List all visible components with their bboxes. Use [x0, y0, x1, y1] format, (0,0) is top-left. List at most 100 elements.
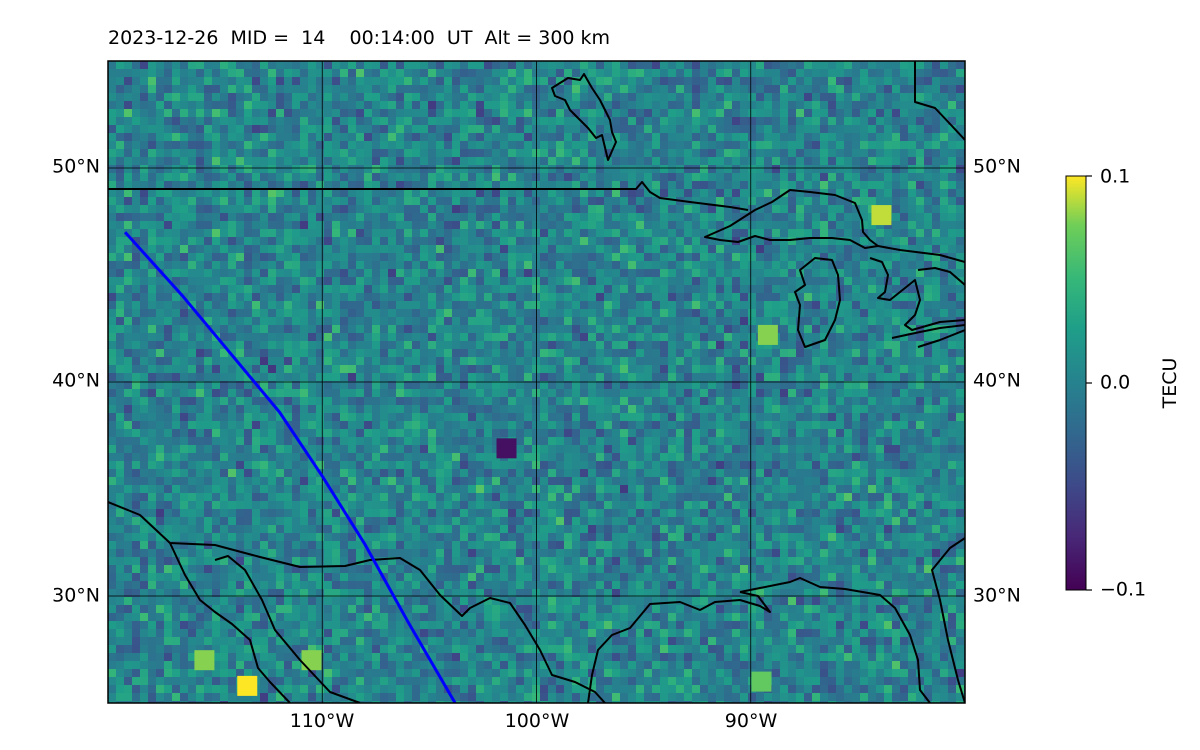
tec-cell [884, 349, 892, 357]
tec-cell [332, 181, 340, 189]
tec-cell [828, 61, 836, 69]
tec-cell [436, 405, 444, 413]
tec-cell [804, 205, 812, 213]
tec-cell [844, 141, 852, 149]
tec-cell [452, 77, 460, 85]
tec-cell [396, 397, 404, 405]
tec-cell [604, 317, 612, 325]
tec-cell [956, 261, 964, 269]
tec-cell [956, 389, 964, 397]
tec-cell [180, 165, 188, 173]
tec-cell [516, 277, 524, 285]
tec-cell [468, 165, 476, 173]
tec-cell [268, 213, 276, 221]
tec-cell [172, 421, 180, 429]
tec-cell [188, 253, 196, 261]
tec-cell [788, 221, 796, 229]
tec-cell [484, 77, 492, 85]
tec-cell [692, 197, 700, 205]
tec-cell [860, 333, 868, 341]
tec-cell [932, 253, 940, 261]
tec-cell [804, 141, 812, 149]
tec-cell [476, 133, 484, 141]
tec-cell [620, 357, 628, 365]
tec-cell [892, 61, 900, 69]
tec-cell [436, 197, 444, 205]
tec-cell [628, 117, 636, 125]
tec-cell [852, 229, 860, 237]
tec-cell [244, 301, 252, 309]
tec-cell [180, 197, 188, 205]
tec-cell [828, 309, 836, 317]
tec-cell [108, 93, 116, 101]
tec-cell [756, 141, 764, 149]
tec-cell [844, 229, 852, 237]
tec-cell [708, 285, 716, 293]
tec-cell [500, 85, 508, 93]
tec-cell [196, 149, 204, 157]
tec-cell [132, 173, 140, 181]
tec-cell [396, 93, 404, 101]
tec-cell [252, 101, 260, 109]
tec-cell [940, 221, 948, 229]
tec-cell [908, 213, 916, 221]
tec-cell [900, 269, 908, 277]
tec-cell [900, 165, 908, 173]
tec-cell [652, 229, 660, 237]
tec-cell [252, 109, 260, 117]
tec-cell [764, 101, 772, 109]
tec-cell [836, 373, 844, 381]
tec-cell [180, 269, 188, 277]
tec-cell [948, 85, 956, 93]
tec-cell [716, 253, 724, 261]
tec-cell [132, 277, 140, 285]
tec-cell [444, 413, 452, 421]
tec-cell [788, 253, 796, 261]
tec-cell [124, 189, 132, 197]
tec-cell [508, 125, 516, 133]
tec-cell [476, 165, 484, 173]
tec-cell [924, 229, 932, 237]
tec-cell [532, 365, 540, 373]
tec-cell [532, 421, 540, 429]
tec-cell [836, 133, 844, 141]
tec-cell [180, 309, 188, 317]
tec-cell [804, 373, 812, 381]
tec-cell [380, 245, 388, 253]
tec-cell [332, 277, 340, 285]
tec-cell [788, 101, 796, 109]
tec-cell [236, 333, 244, 341]
tec-cell [108, 421, 116, 429]
tec-cell [516, 365, 524, 373]
tec-cell [852, 405, 860, 413]
tec-cell [372, 341, 380, 349]
tec-cell [644, 413, 652, 421]
tec-cell [596, 397, 604, 405]
tec-cell [300, 349, 308, 357]
tec-cell [420, 381, 428, 389]
tec-cell [628, 109, 636, 117]
tec-cell [332, 301, 340, 309]
tec-cell [700, 213, 708, 221]
tec-cell [316, 277, 324, 285]
tec-cell [956, 181, 964, 189]
tec-cell [228, 213, 236, 221]
tec-cell [732, 333, 740, 341]
tec-cell [244, 205, 252, 213]
tec-cell [540, 157, 548, 165]
tec-cell [804, 117, 812, 125]
tec-cell [492, 189, 500, 197]
tec-cell [652, 341, 660, 349]
tec-cell [732, 173, 740, 181]
tec-cell [260, 309, 268, 317]
tec-cell [228, 333, 236, 341]
tec-cell [612, 181, 620, 189]
tec-cell [532, 85, 540, 93]
tec-cell [708, 149, 716, 157]
tec-cell [252, 205, 260, 213]
tec-cell [660, 333, 668, 341]
tec-cell [196, 69, 204, 77]
tec-cell [268, 173, 276, 181]
tec-cell [348, 117, 356, 125]
tec-cell [268, 245, 276, 253]
